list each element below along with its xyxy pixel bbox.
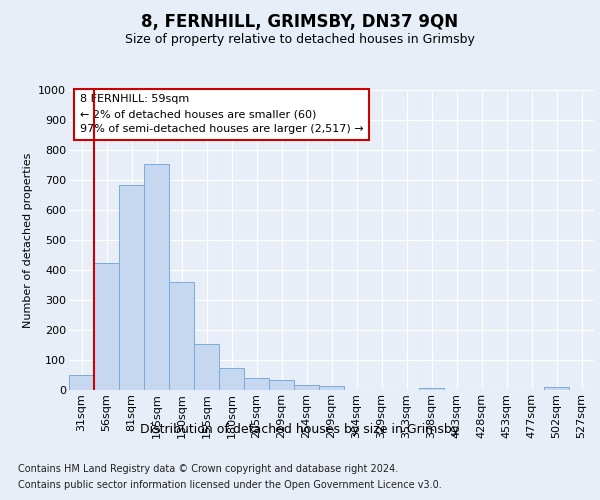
Bar xyxy=(194,344,219,390)
Bar xyxy=(119,184,144,390)
Text: Distribution of detached houses by size in Grimsby: Distribution of detached houses by size … xyxy=(140,422,460,436)
Text: Contains public sector information licensed under the Open Government Licence v3: Contains public sector information licen… xyxy=(18,480,442,490)
Bar xyxy=(69,375,94,390)
Text: 8, FERNHILL, GRIMSBY, DN37 9QN: 8, FERNHILL, GRIMSBY, DN37 9QN xyxy=(142,12,458,30)
Bar xyxy=(544,387,569,390)
Bar xyxy=(269,380,294,390)
Bar xyxy=(219,368,244,390)
Bar xyxy=(319,386,344,390)
Bar xyxy=(169,282,194,390)
Bar xyxy=(294,384,319,390)
Bar xyxy=(419,388,444,390)
Y-axis label: Number of detached properties: Number of detached properties xyxy=(23,152,32,328)
Bar xyxy=(94,262,119,390)
Text: Contains HM Land Registry data © Crown copyright and database right 2024.: Contains HM Land Registry data © Crown c… xyxy=(18,464,398,474)
Bar xyxy=(144,164,169,390)
Bar xyxy=(244,378,269,390)
Text: Size of property relative to detached houses in Grimsby: Size of property relative to detached ho… xyxy=(125,32,475,46)
Text: 8 FERNHILL: 59sqm
← 2% of detached houses are smaller (60)
97% of semi-detached : 8 FERNHILL: 59sqm ← 2% of detached house… xyxy=(79,94,363,134)
